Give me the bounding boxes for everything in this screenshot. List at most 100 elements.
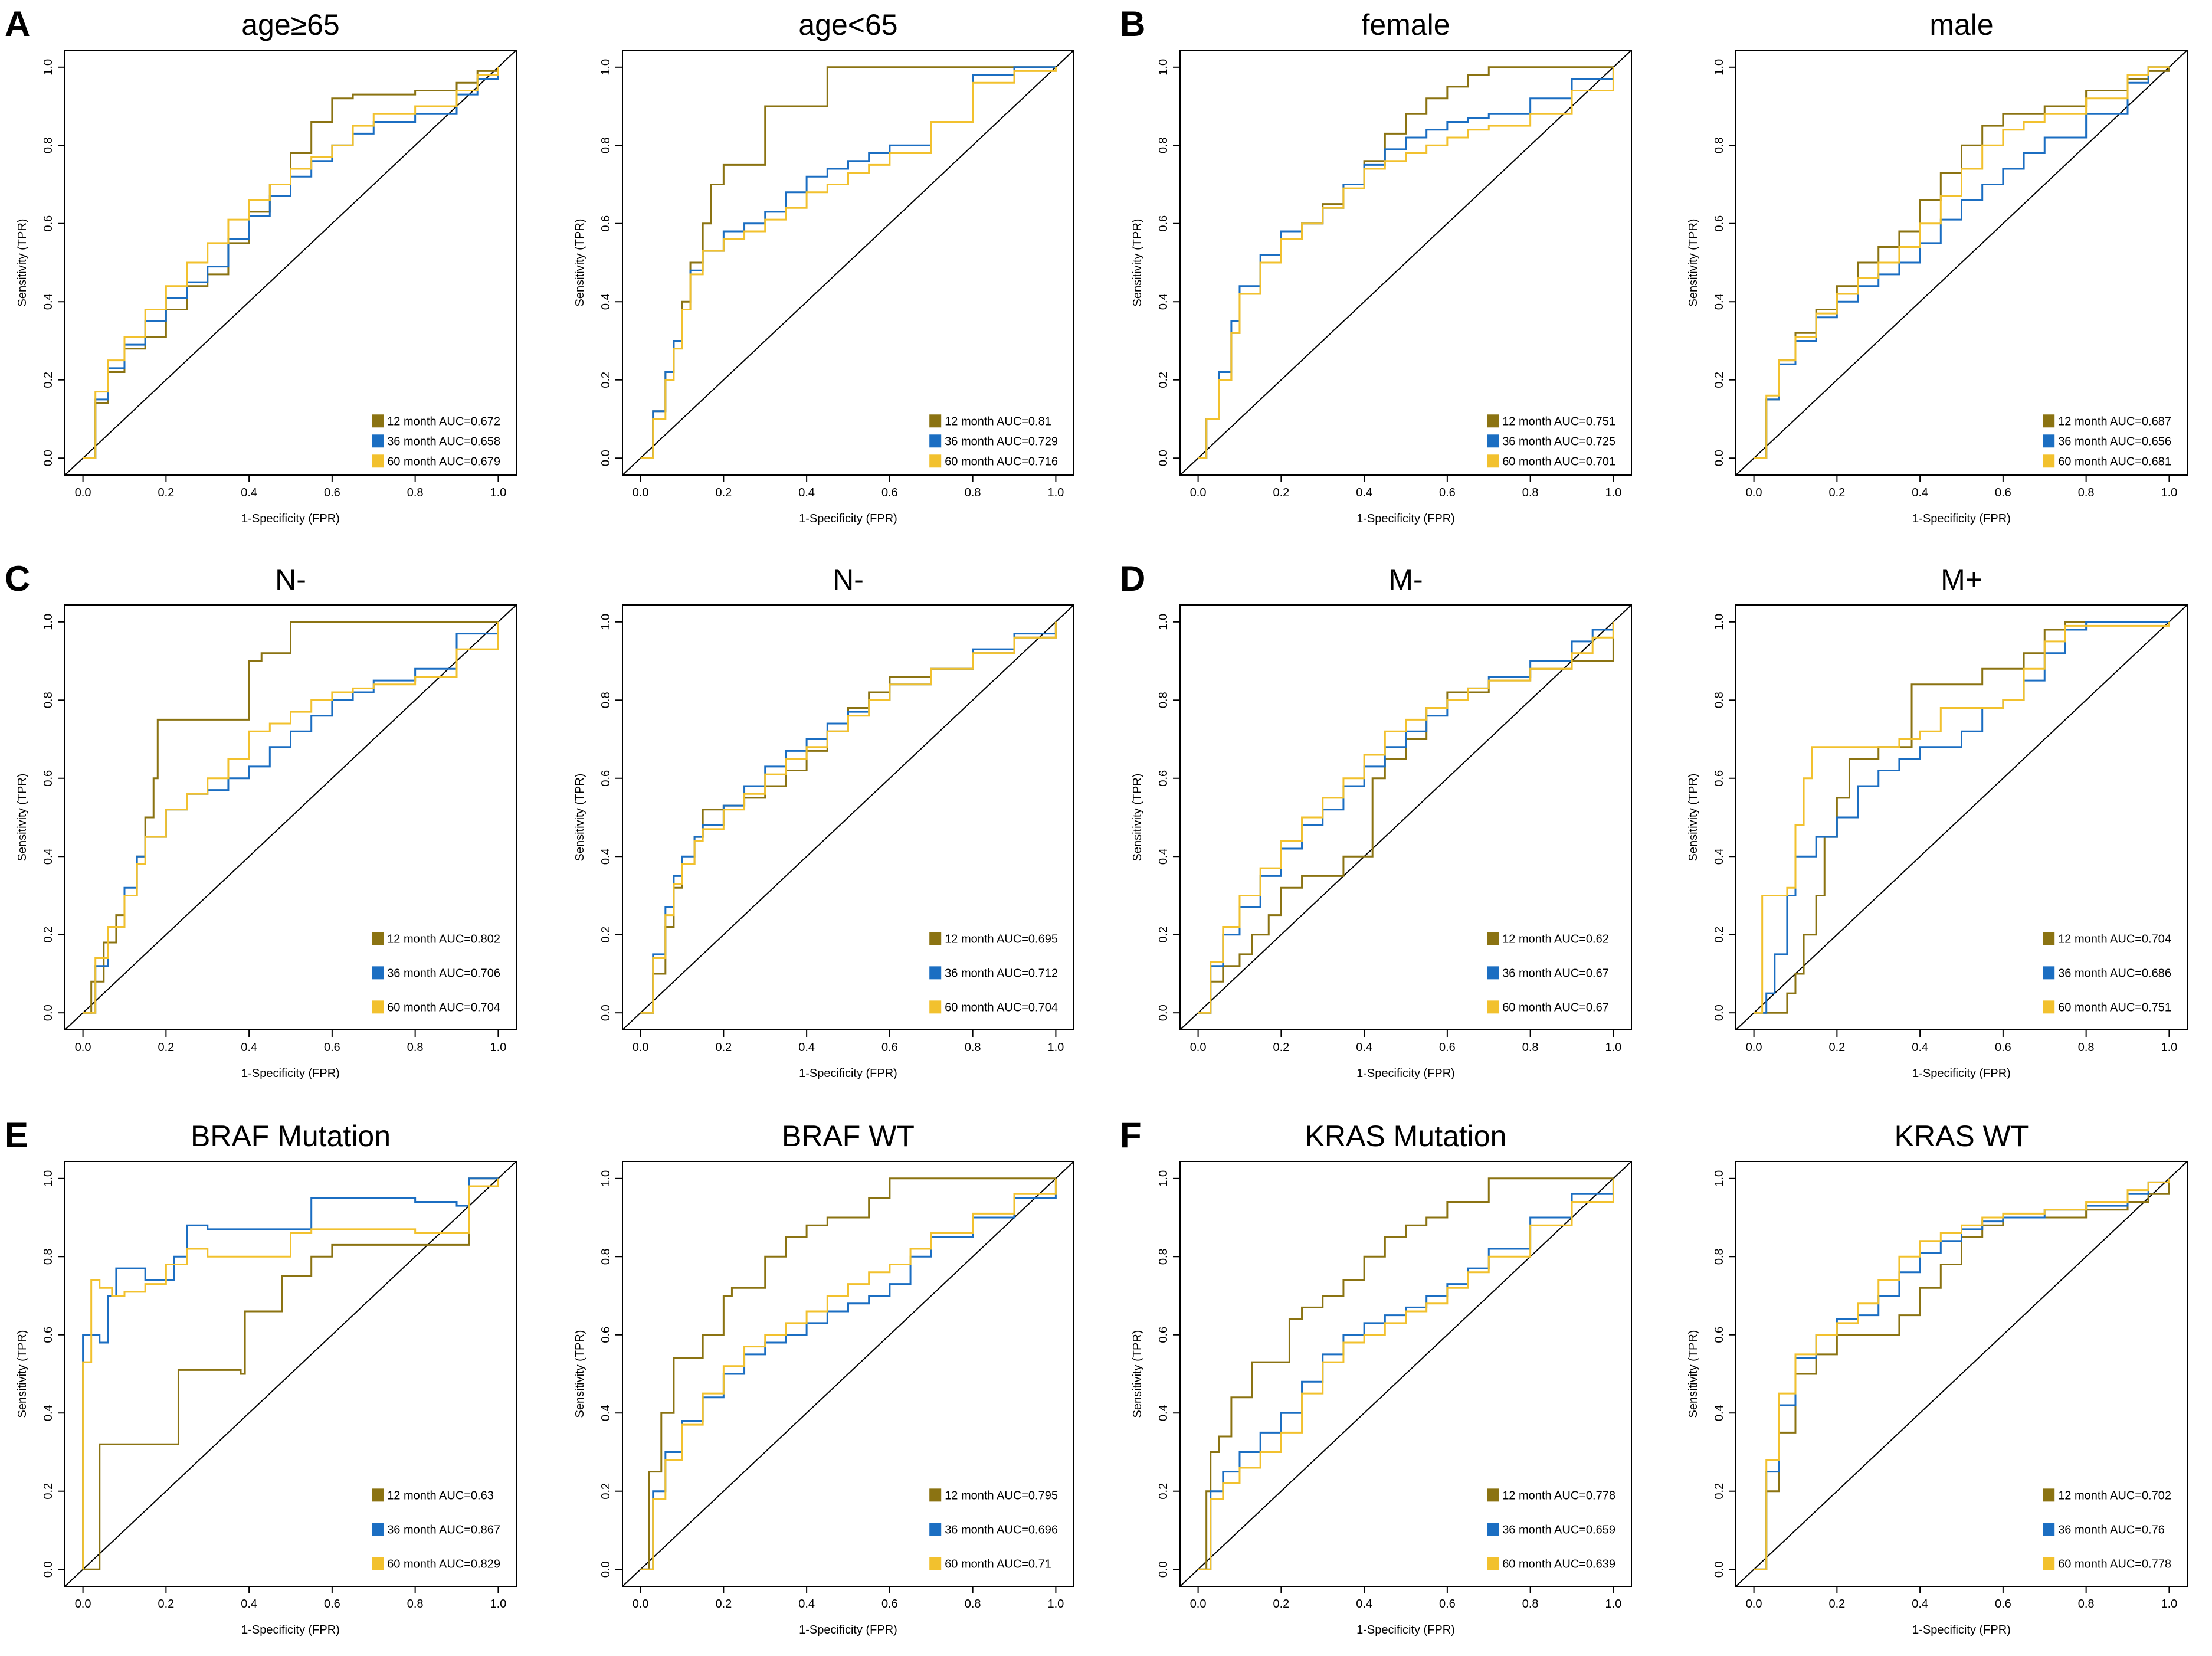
x-tick-label: 0.0 xyxy=(1190,1598,1207,1611)
x-tick-label: 0.8 xyxy=(965,486,981,499)
x-tick-label: 0.2 xyxy=(158,1041,174,1054)
diagonal-reference-line xyxy=(1179,1161,1632,1587)
x-tick-label: 0.4 xyxy=(1912,1041,1928,1054)
legend-swatch xyxy=(1487,1488,1499,1502)
panel-title: M+ xyxy=(1941,563,1982,596)
y-axis-label: Sensitivity (TPR) xyxy=(16,1330,29,1418)
y-axis-label: Sensitivity (TPR) xyxy=(1131,219,1144,307)
y-tick-label: 0.4 xyxy=(599,1405,612,1421)
x-tick-label: 0.4 xyxy=(1356,486,1372,499)
y-tick-label: 0.4 xyxy=(1157,293,1170,310)
legend-entry: 60 month AUC=0.778 xyxy=(2058,1557,2171,1570)
y-tick-label: 0.4 xyxy=(1713,293,1726,310)
x-tick-label: 0.2 xyxy=(1273,1041,1289,1054)
y-tick-label: 0.6 xyxy=(1713,215,1726,232)
legend-swatch xyxy=(1487,932,1499,945)
legend-swatch xyxy=(372,1000,384,1014)
roc-panel-2: 0.0 0.0 0.2 0.2 0.4 0.4 0.6 0.6 0.8 0.8 1.0 1.0 1-Sp… xyxy=(574,8,1074,525)
roc-panel-6: 0.0 0.0 0.2 0.2 0.4 0.4 0.6 0.6 0.8 0.8 1.0 1.0 1-Sp… xyxy=(574,563,1074,1080)
y-tick-label: 0.6 xyxy=(1713,1327,1726,1343)
x-tick-label: 0.4 xyxy=(798,1598,815,1611)
y-tick-label: 0.2 xyxy=(599,927,612,943)
panel-title: BRAF Mutation xyxy=(191,1120,391,1153)
x-tick-label: 0.2 xyxy=(158,486,174,499)
y-tick-label: 0.2 xyxy=(1713,1483,1726,1500)
legend-entry: 36 month AUC=0.696 xyxy=(945,1523,1058,1536)
legend-entry: 12 month AUC=0.63 xyxy=(387,1489,494,1502)
y-axis-label: Sensitivity (TPR) xyxy=(574,219,586,307)
y-tick-label: 0.0 xyxy=(1157,450,1170,466)
y-tick-label: 0.2 xyxy=(599,372,612,388)
x-tick-label: 1.0 xyxy=(490,1598,506,1611)
y-tick-label: 0.8 xyxy=(1713,1248,1726,1265)
x-tick-label: 0.6 xyxy=(1995,486,2011,499)
legend-entry: 12 month AUC=0.778 xyxy=(1502,1489,1615,1502)
legend-swatch xyxy=(929,1000,942,1014)
y-tick-label: 0.0 xyxy=(1713,1561,1726,1578)
y-tick-label: 0.8 xyxy=(1713,692,1726,708)
y-tick-label: 0.8 xyxy=(1157,1248,1170,1265)
diagonal-reference-line xyxy=(64,1161,517,1587)
legend-entry: 12 month AUC=0.81 xyxy=(945,415,1051,428)
x-tick-label: 0.6 xyxy=(1439,486,1456,499)
x-tick-label: 0.6 xyxy=(1439,1041,1456,1054)
legend-swatch xyxy=(372,1557,384,1570)
y-tick-label: 0.6 xyxy=(1157,770,1170,787)
roc-panel-8: 0.0 0.0 0.2 0.2 0.4 0.4 0.6 0.6 0.8 0.8 1.0 1.0 1-Sp… xyxy=(1687,563,2188,1080)
roc-panel-1: 0.0 0.0 0.2 0.2 0.4 0.4 0.6 0.6 0.8 0.8 1.0 1.0 1-Sp… xyxy=(5,4,517,525)
legend-swatch xyxy=(372,932,384,945)
legend-entry: 60 month AUC=0.681 xyxy=(2058,455,2171,468)
legend-entry: 36 month AUC=0.706 xyxy=(387,967,500,980)
roc-curve-36-month xyxy=(640,66,1056,459)
x-tick-label: 0.2 xyxy=(1828,1041,1845,1054)
legend-swatch xyxy=(1487,1523,1499,1536)
x-axis-label: 1-Specificity (FPR) xyxy=(1912,512,2011,525)
legend-swatch xyxy=(1487,454,1499,468)
legend-entry: 36 month AUC=0.67 xyxy=(1502,967,1609,980)
x-tick-label: 0.6 xyxy=(881,1041,898,1054)
x-tick-label: 1.0 xyxy=(1047,1598,1064,1611)
y-axis-label: Sensitivity (TPR) xyxy=(574,1330,586,1418)
panel-title: age≥65 xyxy=(241,8,339,41)
y-axis-label: Sensitivity (TPR) xyxy=(1131,774,1144,862)
roc-curve-60-month xyxy=(1754,621,2170,1014)
x-tick-label: 0.0 xyxy=(75,486,91,499)
y-tick-label: 0.2 xyxy=(1157,927,1170,943)
legend-swatch xyxy=(1487,966,1499,980)
y-tick-label: 0.8 xyxy=(599,1248,612,1265)
y-tick-label: 0.2 xyxy=(42,1483,55,1500)
legend-entry: 12 month AUC=0.672 xyxy=(387,415,500,428)
x-tick-label: 0.0 xyxy=(633,486,649,499)
y-tick-label: 0.4 xyxy=(1157,1405,1170,1421)
legend-entry: 36 month AUC=0.686 xyxy=(2058,967,2171,980)
roc-curve-60-month xyxy=(640,1178,1057,1570)
diagonal-reference-line xyxy=(622,1161,1074,1587)
plot-frame xyxy=(622,50,1074,476)
x-tick-label: 0.2 xyxy=(158,1598,174,1611)
y-tick-label: 0.4 xyxy=(1713,1405,1726,1421)
y-tick-label: 0.8 xyxy=(1713,137,1726,153)
legend-entry: 36 month AUC=0.76 xyxy=(2058,1523,2165,1536)
y-tick-label: 0.4 xyxy=(599,848,612,865)
roc-panel-11: 0.0 0.0 0.2 0.2 0.4 0.4 0.6 0.6 0.8 0.8 1.0 1.0 1-Sp… xyxy=(1120,1115,1632,1637)
y-axis-label: Sensitivity (TPR) xyxy=(1687,1330,1700,1418)
panel-letter: B xyxy=(1120,4,1145,44)
roc-curve-12-month xyxy=(1754,67,2170,459)
legend-swatch xyxy=(372,966,384,980)
roc-curve-12-month xyxy=(83,1177,499,1570)
y-tick-label: 1.0 xyxy=(599,614,612,630)
legend-entry: 60 month AUC=0.71 xyxy=(945,1557,1051,1570)
roc-curve-60-month xyxy=(1198,621,1614,1014)
x-tick-label: 0.0 xyxy=(1190,486,1207,499)
y-tick-label: 0.6 xyxy=(599,770,612,787)
roc-panel-10: 0.0 0.0 0.2 0.2 0.4 0.4 0.6 0.6 0.8 0.8 1.0 1.0 1-Sp… xyxy=(574,1120,1074,1637)
x-tick-label: 0.0 xyxy=(1746,486,1762,499)
y-tick-label: 0.4 xyxy=(42,293,55,310)
legend-swatch xyxy=(2043,434,2055,448)
legend-entry: 60 month AUC=0.751 xyxy=(2058,1001,2171,1014)
x-axis-label: 1-Specificity (FPR) xyxy=(241,1624,340,1637)
x-tick-label: 0.4 xyxy=(1912,486,1928,499)
legend-swatch xyxy=(2043,1523,2055,1536)
panel-title: BRAF WT xyxy=(782,1120,915,1153)
